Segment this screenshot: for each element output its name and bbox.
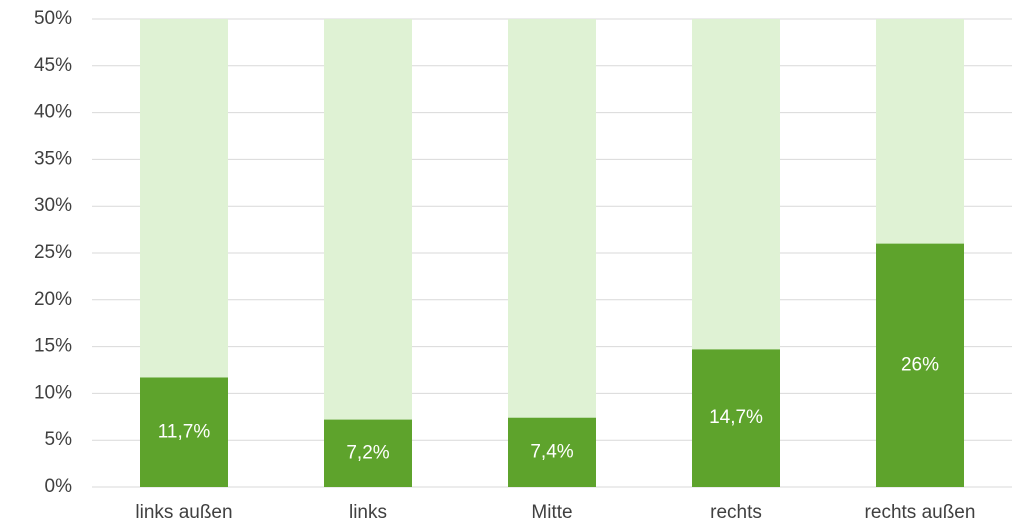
x-tick-label: links außen [135, 502, 232, 523]
y-tick-label: 25% [34, 242, 72, 263]
y-tick-label: 45% [34, 55, 72, 76]
y-tick-label: 5% [45, 429, 73, 450]
y-tick-label: 50% [34, 8, 72, 29]
value-label: 14,7% [709, 407, 763, 428]
value-label: 26% [901, 354, 939, 375]
bar-track [508, 19, 596, 487]
bar [876, 243, 964, 487]
y-tick-label: 35% [34, 148, 72, 169]
x-tick-label: rechts [710, 502, 762, 523]
y-tick-label: 20% [34, 289, 72, 310]
bar [508, 417, 596, 487]
y-tick-label: 0% [45, 476, 73, 497]
value-label: 7,2% [346, 442, 389, 463]
y-tick-label: 30% [34, 195, 72, 216]
bar [324, 419, 412, 487]
value-label: 7,4% [530, 441, 573, 462]
value-label: 11,7% [158, 421, 211, 442]
bar [140, 377, 228, 487]
x-tick-label: rechts außen [865, 502, 976, 523]
x-tick-label: Mitte [531, 502, 572, 523]
bar-track [324, 19, 412, 487]
y-tick-label: 40% [34, 102, 72, 123]
x-tick-label: links [349, 502, 387, 523]
bar [692, 349, 780, 487]
y-tick-label: 15% [34, 336, 72, 357]
y-tick-label: 10% [34, 382, 72, 403]
